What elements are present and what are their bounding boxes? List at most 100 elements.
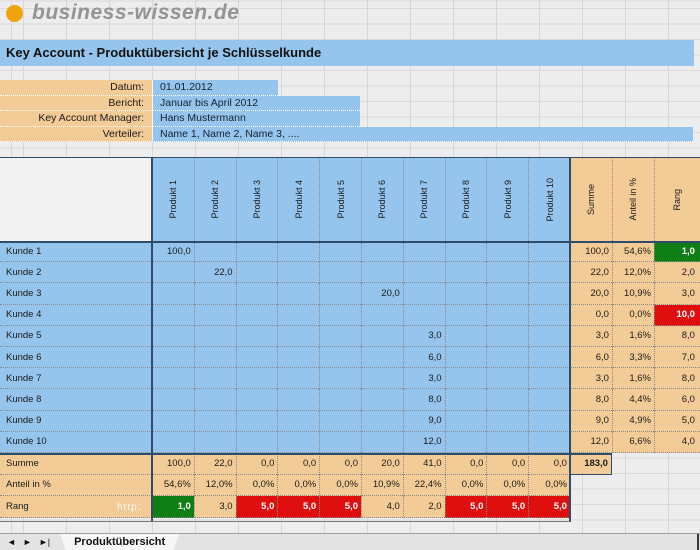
value-cell[interactable] — [444, 262, 487, 284]
value-cell[interactable] — [486, 346, 529, 369]
row-label[interactable]: Kunde 7 — [0, 368, 152, 390]
summe-cell[interactable]: 12,0 — [569, 431, 612, 453]
value-cell[interactable] — [444, 241, 487, 263]
value-cell[interactable] — [319, 346, 361, 369]
row-label[interactable]: Kunde 3 — [0, 283, 152, 305]
value-cell[interactable]: 22,0 — [193, 262, 236, 284]
value-cell[interactable] — [235, 431, 278, 453]
value-cell[interactable] — [277, 241, 320, 263]
value-cell[interactable] — [193, 325, 236, 347]
value-cell[interactable] — [277, 304, 320, 326]
value-cell[interactable]: 9,0 — [402, 410, 445, 432]
summe-cell[interactable]: 3,0 — [569, 325, 612, 347]
value-cell[interactable] — [277, 410, 320, 432]
verteiler-value[interactable]: Name 1, Name 2, Name 3, .... — [152, 126, 693, 142]
footer-anteil-cell[interactable]: 0,0% — [277, 474, 320, 497]
value-cell[interactable] — [360, 431, 403, 453]
footer-rang-cell[interactable]: 3,0 — [193, 496, 236, 518]
footer-summe-cell[interactable]: 100,0 — [152, 452, 194, 475]
summe-cell[interactable]: 100,0 — [569, 241, 612, 263]
value-cell[interactable]: 12,0 — [402, 431, 445, 453]
key-account-manager-value[interactable]: Hans Mustermann — [152, 111, 360, 127]
value-cell[interactable] — [193, 368, 236, 390]
tab-produktuebersicht[interactable]: Produktübersicht — [60, 534, 179, 550]
value-cell[interactable] — [360, 389, 403, 411]
summe-cell[interactable]: 6,0 — [569, 346, 612, 369]
value-cell[interactable] — [152, 262, 194, 284]
value-cell[interactable] — [444, 283, 487, 305]
anteil-cell[interactable]: 0,0% — [611, 304, 654, 326]
value-cell[interactable] — [152, 283, 194, 305]
value-cell[interactable] — [319, 304, 361, 326]
footer-summe-cell[interactable]: 0,0 — [277, 452, 320, 475]
column-header-produkt-5[interactable]: Produkt 5 — [319, 158, 361, 241]
footer-label-rang[interactable]: Rang — [0, 496, 152, 518]
value-cell[interactable] — [402, 262, 445, 284]
rang-cell[interactable]: 4,0 — [653, 431, 700, 453]
column-header-produkt-9[interactable]: Produkt 9 — [486, 158, 529, 241]
footer-label-summe[interactable]: Summe — [0, 452, 152, 475]
value-cell[interactable] — [528, 368, 570, 390]
anteil-cell[interactable]: 10,9% — [611, 283, 654, 305]
tab-nav-prev-button[interactable]: ◄ — [7, 537, 16, 547]
footer-anteil-cell[interactable]: 54,6% — [152, 474, 194, 497]
value-cell[interactable] — [235, 410, 278, 432]
value-cell[interactable] — [360, 346, 403, 369]
value-cell[interactable] — [444, 368, 487, 390]
footer-anteil-cell[interactable]: 22,4% — [402, 474, 445, 497]
column-header-rang[interactable]: Rang — [653, 158, 700, 241]
value-cell[interactable] — [486, 431, 529, 453]
value-cell[interactable] — [528, 325, 570, 347]
value-cell[interactable] — [319, 325, 361, 347]
value-cell[interactable] — [444, 346, 487, 369]
footer-summe-cell[interactable]: 0,0 — [319, 452, 361, 475]
value-cell[interactable] — [152, 325, 194, 347]
value-cell[interactable] — [319, 368, 361, 390]
value-cell[interactable] — [152, 304, 194, 326]
value-cell[interactable] — [486, 325, 529, 347]
column-header-produkt-3[interactable]: Produkt 3 — [235, 158, 278, 241]
footer-summe-cell[interactable]: 20,0 — [360, 452, 403, 475]
rang-cell[interactable]: 8,0 — [653, 368, 700, 390]
value-cell[interactable] — [319, 431, 361, 453]
footer-rang-cell[interactable]: 5,0 — [319, 496, 361, 518]
footer-rang-cell[interactable]: 1,0 — [152, 496, 194, 518]
value-cell[interactable] — [402, 283, 445, 305]
value-cell[interactable] — [528, 304, 570, 326]
row-label[interactable]: Kunde 8 — [0, 389, 152, 411]
rang-cell[interactable]: 10,0 — [653, 304, 700, 326]
footer-rang-cell[interactable]: 5,0 — [235, 496, 278, 518]
value-cell[interactable] — [319, 241, 361, 263]
rang-cell[interactable]: 7,0 — [653, 346, 700, 369]
anteil-cell[interactable]: 12,0% — [611, 262, 654, 284]
value-cell[interactable]: 3,0 — [402, 325, 445, 347]
value-cell[interactable] — [486, 241, 529, 263]
value-cell[interactable] — [193, 389, 236, 411]
value-cell[interactable] — [486, 368, 529, 390]
value-cell[interactable] — [444, 304, 487, 326]
anteil-cell[interactable]: 4,9% — [611, 410, 654, 432]
value-cell[interactable] — [360, 368, 403, 390]
datum-value[interactable]: 01.01.2012 — [152, 80, 278, 96]
value-cell[interactable] — [277, 346, 320, 369]
value-cell[interactable] — [444, 410, 487, 432]
summe-cell[interactable]: 8,0 — [569, 389, 612, 411]
value-cell[interactable] — [444, 325, 487, 347]
value-cell[interactable] — [193, 283, 236, 305]
value-cell[interactable] — [528, 389, 570, 411]
anteil-cell[interactable]: 6,6% — [611, 431, 654, 453]
value-cell[interactable] — [235, 262, 278, 284]
summe-cell[interactable]: 22,0 — [569, 262, 612, 284]
value-cell[interactable] — [528, 410, 570, 432]
column-header-produkt-10[interactable]: Produkt 10 — [528, 158, 570, 241]
value-cell[interactable] — [277, 262, 320, 284]
value-cell[interactable] — [486, 262, 529, 284]
value-cell[interactable] — [360, 262, 403, 284]
value-cell[interactable] — [235, 346, 278, 369]
value-cell[interactable] — [277, 283, 320, 305]
value-cell[interactable] — [277, 431, 320, 453]
value-cell[interactable]: 6,0 — [402, 346, 445, 369]
row-label[interactable]: Kunde 2 — [0, 262, 152, 284]
footer-anteil-cell[interactable]: 0,0% — [528, 474, 570, 497]
value-cell[interactable] — [193, 346, 236, 369]
